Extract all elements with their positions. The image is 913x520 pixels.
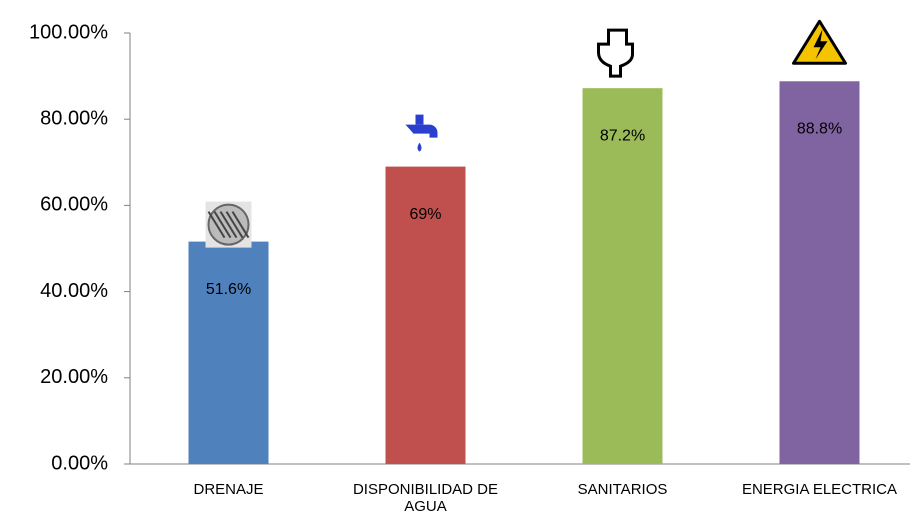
- y-tick-label: 80.00%: [40, 107, 108, 129]
- y-tick-label: 100.00%: [29, 21, 108, 43]
- y-tick-label: 60.00%: [40, 194, 108, 216]
- icon: [599, 30, 633, 76]
- bar: [780, 81, 860, 464]
- x-tick-label: ENERGIA ELECTRICA: [725, 481, 913, 498]
- x-tick-label: SANITARIOS: [528, 481, 718, 498]
- plot: 0.00% 20.00% 40.00% 60.00% 80.00% 100.00% 51.6…: [0, 0, 913, 520]
- value-label: 88.8%: [797, 120, 842, 137]
- bar: [583, 88, 663, 464]
- bar: [189, 242, 269, 464]
- icon-group: [406, 115, 438, 152]
- icon-group: [599, 30, 633, 76]
- icon: [418, 143, 422, 152]
- x-tick-label: DISPONIBILIDAD DE AGUA: [331, 481, 521, 515]
- value-label: 87.2%: [600, 127, 645, 144]
- icon: [416, 115, 424, 125]
- icon-group: [206, 202, 252, 248]
- y-tick-label: 20.00%: [40, 366, 108, 388]
- y-tick-label: 0.00%: [51, 452, 108, 474]
- value-label: 51.6%: [206, 281, 251, 298]
- icon: [406, 125, 438, 138]
- icon-group: [794, 21, 846, 63]
- y-tick-label: 40.00%: [40, 280, 108, 302]
- x-tick-label: DRENAJE: [134, 481, 324, 498]
- value-label: 69%: [409, 206, 441, 223]
- chart: 0.00% 20.00% 40.00% 60.00% 80.00% 100.00% 51.6…: [0, 0, 913, 520]
